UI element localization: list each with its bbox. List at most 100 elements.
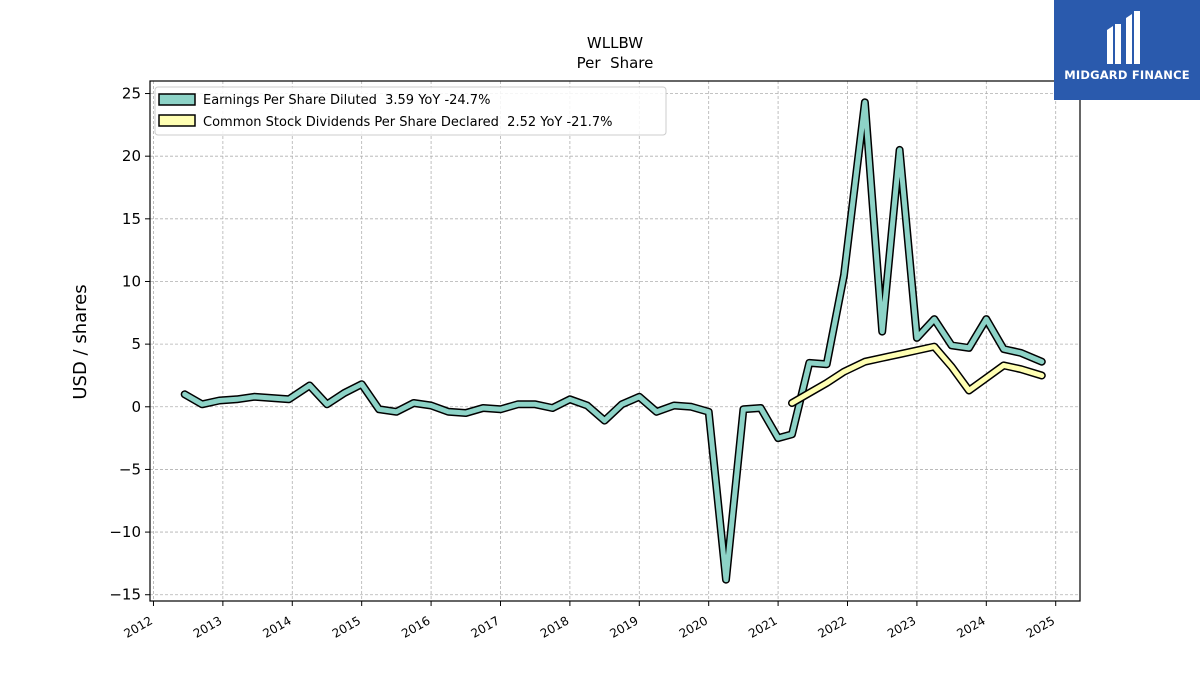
data-point-0 [985,318,987,320]
data-point-0 [326,403,328,405]
data-point-1 [826,382,828,384]
midgard-logo-icon [1107,11,1140,64]
data-point-1 [881,357,883,359]
y-tick-label: 15 [122,210,141,228]
data-point-0 [725,579,727,581]
x-tick-label: 2018 [538,613,571,640]
data-point-0 [638,396,640,398]
data-point-0 [899,149,901,151]
legend-box [154,86,667,136]
legend: Earnings Per Share Diluted 3.59 YoY -24.… [154,86,667,136]
data-point-0 [343,392,345,394]
data-point-0 [1041,361,1043,363]
series-line-0 [182,99,1045,583]
legend-label-eps: Earnings Per Share Diluted 3.59 YoY -24.… [203,93,490,108]
data-point-1 [916,349,918,351]
x-tick-label: 2020 [677,613,710,640]
data-point-0 [218,400,220,401]
data-point-0 [604,420,606,422]
data-point-0 [621,403,623,405]
data-point-0 [916,337,918,339]
data-point-0 [413,402,415,404]
data-point-1 [1003,364,1005,366]
chart-subtitle: Per Share [577,54,654,72]
x-tick-label: 2013 [191,613,224,640]
series-layer [180,98,1046,584]
data-point-0 [791,433,793,435]
y-tick-label: 10 [122,272,141,290]
data-point-0 [968,347,970,349]
chart-title: WLLBW [587,34,643,52]
data-point-1 [1020,368,1022,370]
data-point-0 [236,398,238,400]
y-axis-label: USD / shares [70,284,91,399]
data-point-1 [808,392,810,394]
data-point-0 [534,403,536,405]
data-point-0 [951,344,953,346]
data-point-0 [777,437,779,439]
data-point-0 [378,408,380,410]
data-point-0 [864,101,866,103]
data-point-0 [184,393,186,395]
plot-frame [149,80,1081,602]
x-tick-label: 2023 [885,613,918,640]
data-point-0 [881,331,883,333]
data-point-0 [309,385,311,386]
data-point-0 [808,362,810,364]
x-tick-label: 2024 [954,613,987,640]
legend-swatch-eps [158,93,196,106]
data-point-0 [465,412,467,414]
data-point-0 [447,411,449,413]
legend-label-dividends: Common Stock Dividends Per Share Declare… [203,115,612,130]
x-tick-label: 2021 [746,613,779,640]
data-point-1 [899,353,901,355]
data-point-0 [656,411,658,413]
data-point-0 [271,397,272,399]
data-point-1 [1041,375,1043,376]
data-point-0 [569,398,571,400]
x-tick-label: 2019 [607,613,640,640]
data-point-0 [690,406,692,408]
data-point-1 [864,361,866,363]
x-tick-label: 2025 [1024,613,1057,640]
x-tick-label: 2012 [122,613,155,640]
x-tick-label: 2014 [260,613,293,640]
y-tick-label: −5 [119,460,141,478]
data-point-0 [500,408,501,410]
data-point-0 [482,407,484,409]
data-point-0 [395,411,397,413]
data-point-0 [673,405,675,406]
x-tick-label: 2022 [816,613,849,640]
grid-layer [150,81,1080,601]
data-point-1 [791,402,793,404]
data-point-1 [985,377,987,379]
data-point-0 [1020,352,1022,354]
data-point-0 [517,403,519,405]
brand-name: MIDGARD FINANCE [1064,68,1190,82]
y-tick-label: 20 [122,147,141,165]
data-point-1 [933,346,935,348]
data-point-0 [201,403,203,405]
y-tick-label: −15 [109,586,141,604]
y-tick-label: 0 [131,398,141,416]
x-tick-label: 2017 [469,613,502,640]
legend-swatch-dividends [158,114,196,127]
data-point-0 [1003,348,1005,350]
series-outline-0 [180,98,1046,584]
y-tick-label: 25 [122,85,141,103]
brand-logo: MIDGARD FINANCE [1054,0,1200,100]
data-point-1 [951,366,953,368]
data-point-1 [968,390,970,391]
data-point-1 [843,371,845,373]
x-tick-label: 2016 [399,613,432,640]
y-tick-label: −10 [109,523,141,541]
data-point-0 [708,411,710,413]
data-point-0 [552,407,553,409]
data-point-0 [933,318,935,320]
data-point-0 [586,405,588,406]
data-point-0 [742,408,744,410]
data-point-0 [361,383,363,385]
data-point-0 [826,363,828,365]
